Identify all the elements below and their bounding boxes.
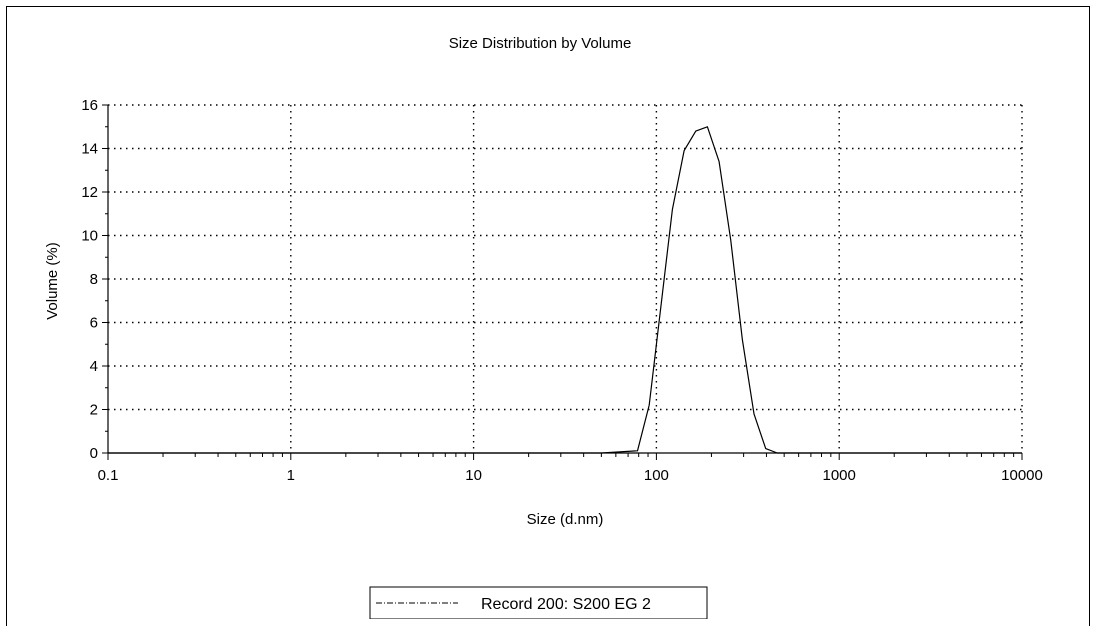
x-tick-label: 100: [644, 467, 669, 484]
series-layer: [108, 126, 1022, 454]
y-tick-label: 4: [90, 358, 98, 375]
chart-title: Size Distribution by Volume: [449, 35, 632, 52]
x-tick-label: 10: [465, 467, 482, 484]
axes: [102, 104, 1023, 460]
x-axis-label: Size (d.nm): [527, 511, 604, 528]
tick-labels: 0 2 4 6 8 10 12 14 16 0.1 1 10 100 1000 10000: [81, 97, 1043, 484]
y-tick-label: 16: [81, 97, 98, 114]
y-tick-label: 12: [81, 184, 98, 201]
y-tick-label: 6: [90, 315, 98, 332]
y-axis-label: Volume (%): [44, 242, 61, 320]
legend-box: [369, 586, 708, 619]
y-tick-label: 10: [81, 228, 98, 245]
y-tick-label: 2: [90, 402, 98, 419]
legend: Record 200: S200 EG 2: [369, 586, 708, 619]
x-tick-label: 1000: [823, 467, 856, 484]
series-line: [108, 126, 1022, 454]
y-tick-label: 8: [90, 271, 98, 288]
x-tick-label: 1: [287, 467, 295, 484]
chart-frame: [6, 6, 1090, 626]
y-tick-label: 14: [81, 141, 98, 158]
x-tick-label: 0.1: [98, 467, 119, 484]
legend-entry: Record 200: S200 EG 2: [481, 596, 651, 613]
grid: [108, 104, 1023, 453]
y-tick-label: 0: [90, 445, 98, 462]
x-tick-label: 10000: [1001, 467, 1043, 484]
